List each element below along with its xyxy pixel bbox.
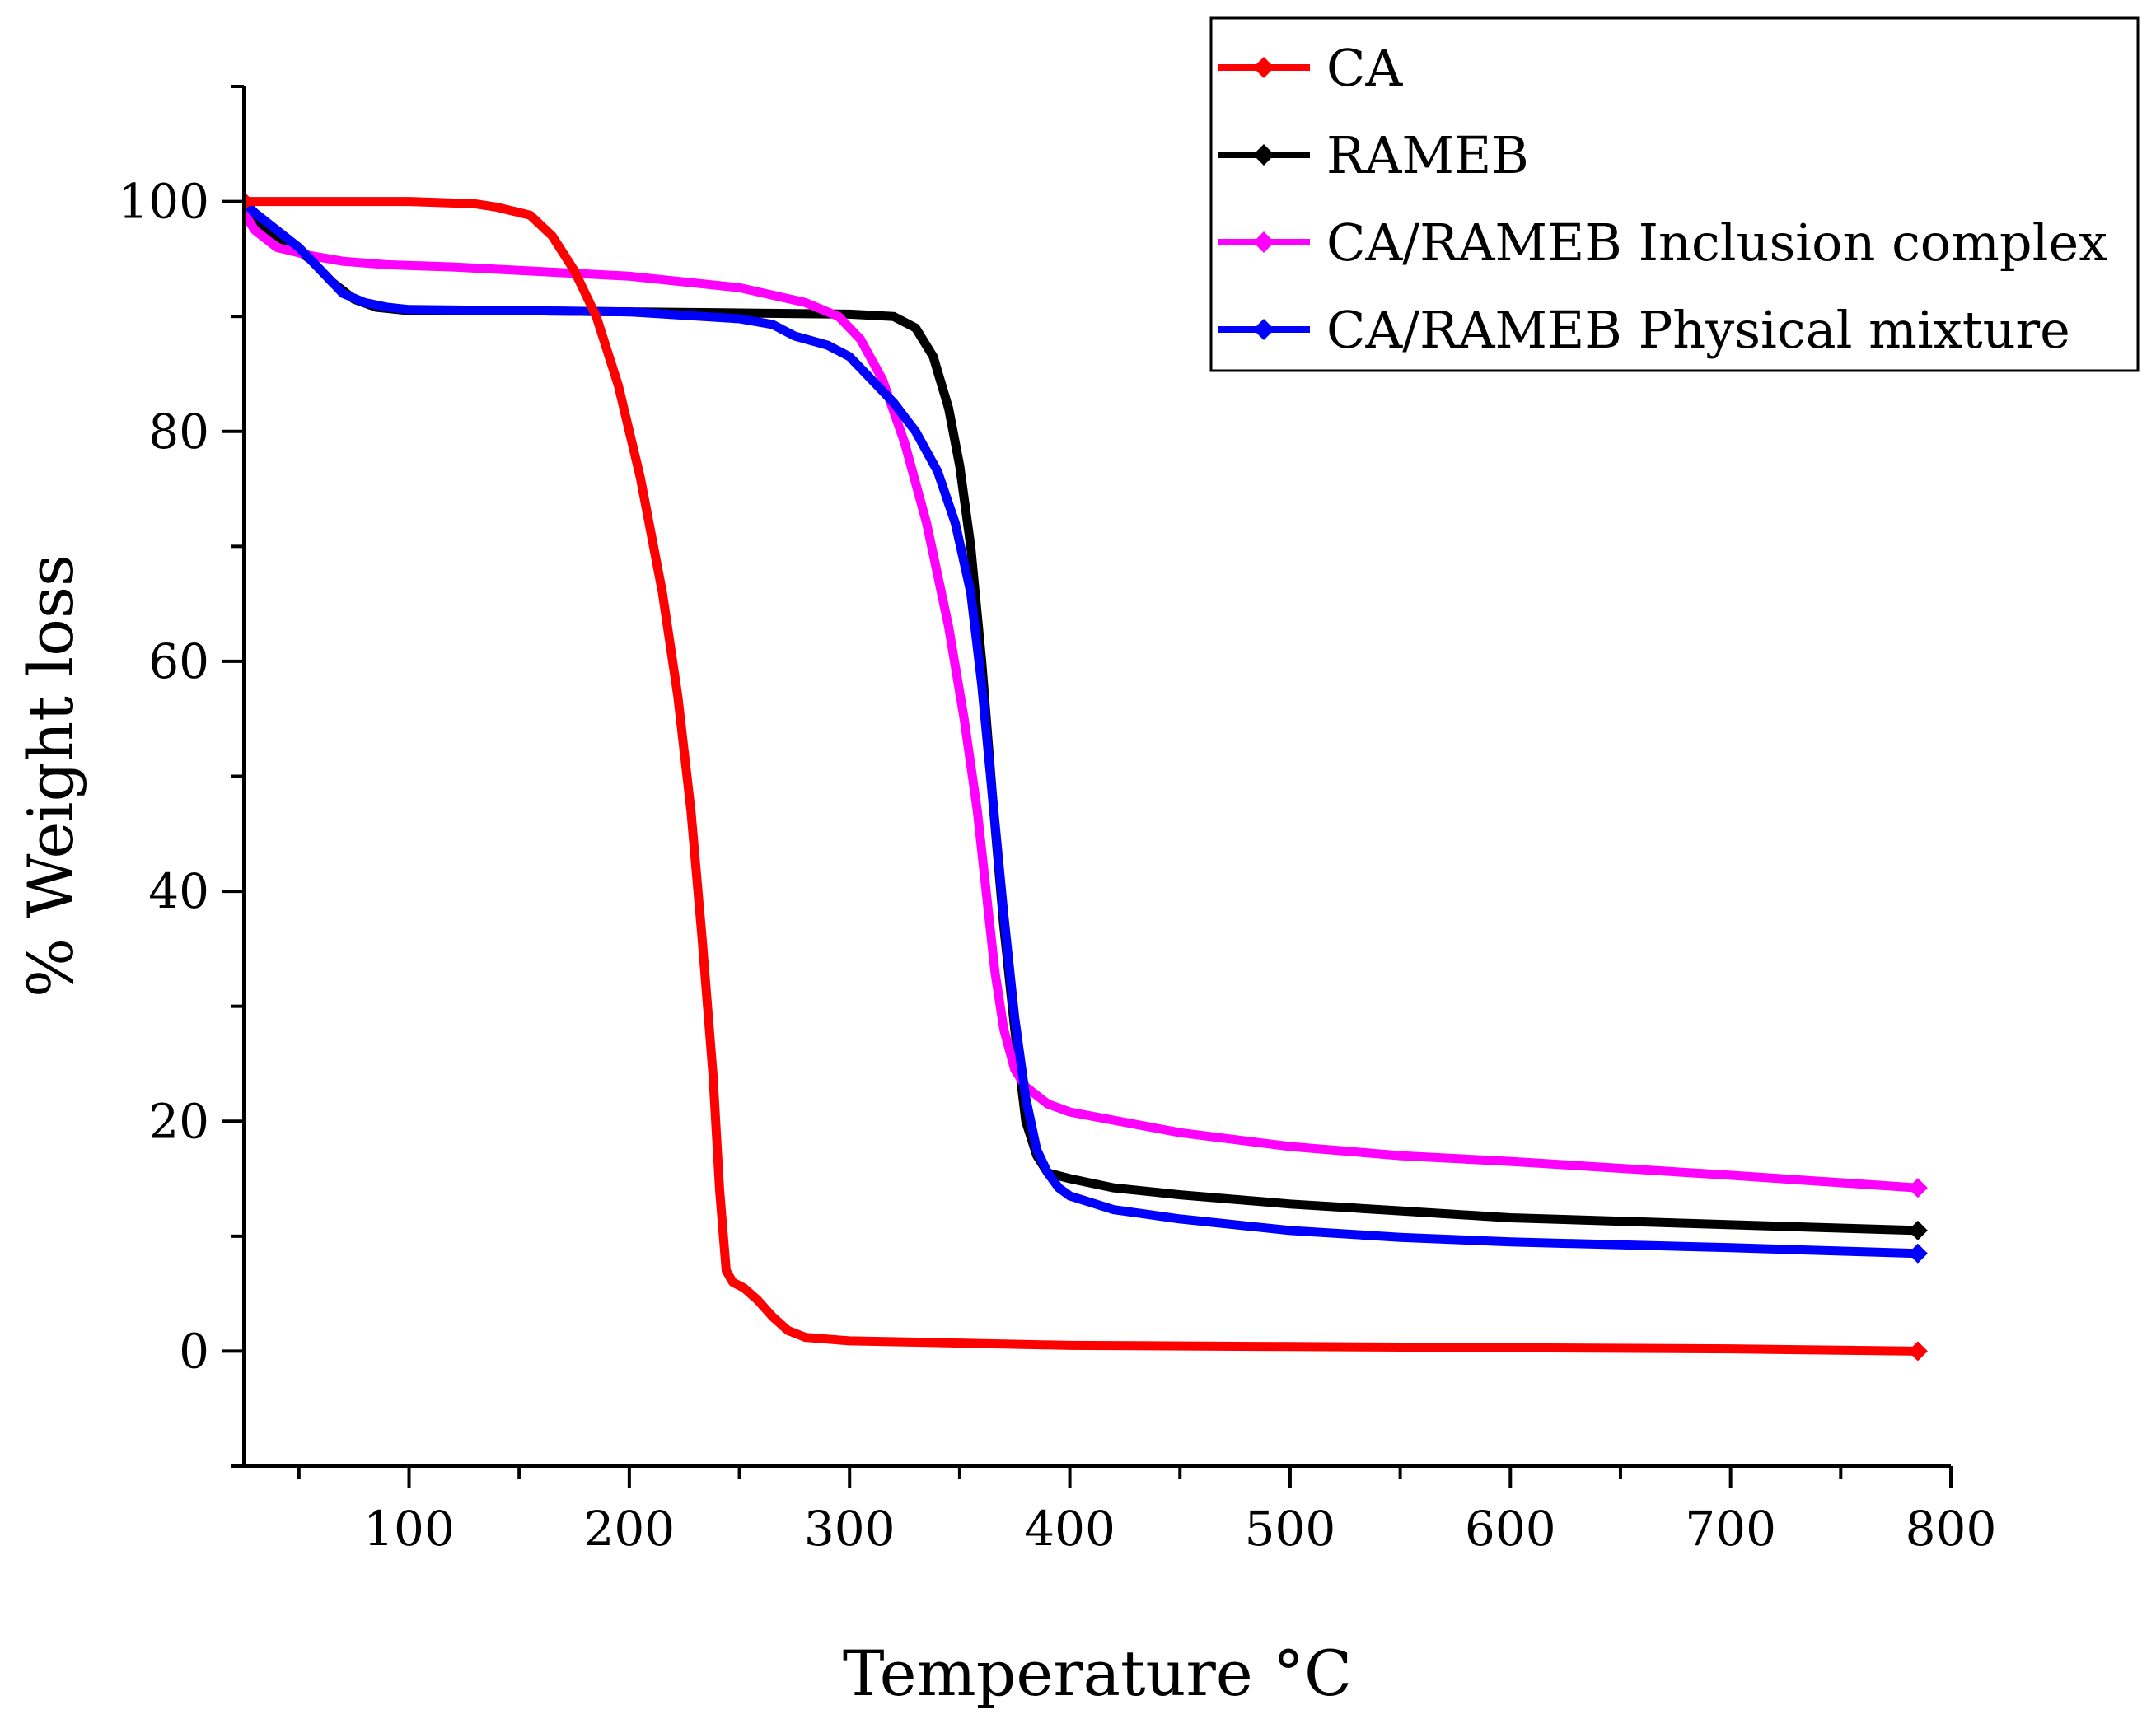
y-tick-label: 0 [179, 1323, 209, 1379]
legend-swatch-marker [1253, 319, 1274, 340]
series-layer [244, 191, 1928, 1362]
series-marker [244, 191, 254, 212]
x-tick-label: 100 [363, 1501, 455, 1557]
legend-item: CA/RAMEB Inclusion complex [1218, 213, 2107, 273]
legend-swatch-marker [1253, 57, 1274, 78]
x-tick-label: 700 [1685, 1501, 1776, 1557]
series-marker [1907, 1178, 1928, 1198]
legend-item: CA [1218, 38, 1403, 98]
legend-label: CA/RAMEB Physical mixture [1326, 300, 2070, 360]
series-line-ca-rameb-physical-mixture [244, 197, 1923, 1259]
y-tick-label: 40 [148, 863, 209, 919]
legend-label: RAMEB [1326, 125, 1529, 185]
series-marker [1907, 1341, 1928, 1362]
legend-label: CA/RAMEB Inclusion complex [1326, 213, 2107, 273]
legend-box [1209, 16, 2140, 372]
legend: CA RAMEB CA/RAMEB Inclusion complex CA/RAME… [1209, 16, 2140, 372]
legend-swatch-marker [1253, 231, 1274, 253]
x-tick-label: 500 [1245, 1501, 1336, 1557]
series-marker [1907, 1220, 1928, 1240]
x-tick-label: 400 [1024, 1501, 1115, 1557]
x-tick-label: 800 [1906, 1501, 1997, 1557]
y-tick-label: 60 [148, 633, 209, 689]
y-tick-label: 100 [118, 174, 209, 230]
x-axis-title: Temperature °C [843, 1637, 1352, 1710]
y-tick-label: 80 [148, 404, 209, 460]
series-line-ca-rameb-inclusion-complex [244, 208, 1923, 1193]
ticks-layer: 100 200 300 400 500 600 700 800 0 20 40 60 80 100 [118, 85, 1997, 1557]
x-tick-label: 300 [804, 1501, 896, 1557]
series-line-ca [244, 197, 1923, 1356]
x-tick-label: 600 [1465, 1501, 1556, 1557]
legend-item: CA/RAMEB Physical mixture [1218, 300, 2070, 360]
series-marker [1907, 1243, 1928, 1264]
y-axis-title: % Weight loss [14, 554, 87, 997]
legend-swatch-marker [1253, 144, 1274, 166]
legend-label: CA [1326, 38, 1403, 98]
legend-item: RAMEB [1218, 125, 1529, 185]
x-tick-label: 200 [584, 1501, 676, 1557]
y-tick-label: 20 [148, 1093, 209, 1149]
